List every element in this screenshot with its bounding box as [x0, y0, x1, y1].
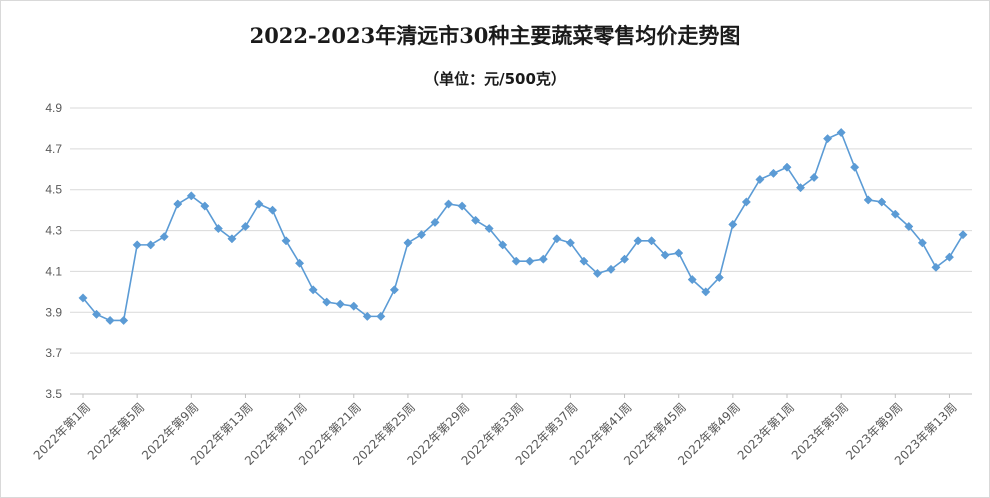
- y-tick-label: 3.5: [45, 387, 62, 401]
- data-point: [931, 262, 941, 272]
- y-tick-label: 4.3: [45, 224, 62, 238]
- data-point: [741, 197, 751, 207]
- data-point: [376, 311, 386, 321]
- data-point: [728, 219, 738, 229]
- data-point: [173, 199, 183, 209]
- data-point: [565, 238, 575, 248]
- x-axis: [70, 393, 972, 398]
- data-point: [267, 205, 278, 215]
- x-tick-label: 2023年第5周: [789, 400, 851, 462]
- data-point: [755, 174, 765, 185]
- data-point: [362, 311, 372, 321]
- y-tick-label: 3.7: [45, 346, 62, 360]
- data-point: [836, 127, 846, 138]
- data-point: [240, 221, 251, 232]
- data-point: [430, 217, 440, 227]
- data-point: [795, 183, 806, 193]
- chart-title: 2022-2023年清远市30种主要蔬菜零售均价走势图: [249, 23, 741, 48]
- data-point: [457, 201, 467, 211]
- gridlines: [70, 107, 972, 354]
- x-tick-label: 2023年第1周: [735, 400, 797, 462]
- series-line-group: [82, 131, 964, 322]
- data-point: [227, 234, 237, 244]
- data-point: [823, 134, 833, 144]
- x-tick-label: 2022年第1周: [31, 400, 93, 462]
- series-line: [82, 131, 964, 322]
- data-point: [592, 268, 603, 279]
- data-point: [647, 236, 657, 246]
- data-point: [403, 238, 413, 248]
- data-point: [349, 301, 359, 311]
- y-tick-label: 4.1: [45, 264, 62, 278]
- data-point: [91, 309, 102, 319]
- data-point: [687, 275, 697, 285]
- data-point: [579, 256, 589, 266]
- data-point: [105, 315, 115, 326]
- data-point: [484, 223, 494, 234]
- y-tick-label: 4.5: [45, 183, 62, 197]
- y-tick-label: 4.9: [45, 101, 62, 115]
- data-point: [146, 240, 156, 250]
- data-point: [254, 199, 264, 209]
- x-axis-tick-labels: 2022年第1周2022年第5周2022年第9周2022年第13周2022年第1…: [31, 400, 960, 468]
- data-point: [674, 248, 684, 258]
- data-point: [78, 293, 88, 303]
- data-point: [863, 195, 873, 205]
- data-point: [538, 254, 548, 264]
- y-tick-label: 3.9: [45, 305, 62, 319]
- y-tick-label: 4.7: [45, 142, 62, 156]
- data-point: [389, 285, 399, 295]
- data-point: [308, 285, 318, 295]
- data-point: [958, 230, 968, 240]
- data-point: [660, 250, 670, 260]
- data-point: [119, 315, 129, 326]
- chart-subtitle: （单位：元/500克）: [424, 70, 566, 88]
- data-point: [132, 240, 142, 250]
- data-point: [186, 191, 196, 201]
- data-point: [471, 215, 481, 225]
- data-point: [525, 256, 535, 266]
- data-point: [159, 232, 169, 242]
- data-point: [416, 230, 427, 240]
- data-point: [335, 299, 345, 309]
- data-point: [281, 236, 291, 246]
- data-point: [322, 297, 332, 307]
- data-point: [877, 197, 887, 207]
- data-point: [701, 287, 711, 297]
- data-point: [714, 273, 724, 283]
- data-point: [498, 240, 508, 250]
- data-point: [944, 252, 955, 262]
- data-point: [904, 221, 914, 232]
- data-point: [809, 172, 819, 183]
- data-point: [213, 223, 223, 234]
- data-point: [890, 209, 900, 219]
- data-point: [606, 264, 616, 274]
- data-point: [768, 168, 779, 178]
- data-point: [850, 162, 860, 172]
- data-point: [917, 238, 927, 248]
- data-point: [782, 162, 792, 172]
- data-point: [633, 236, 643, 246]
- data-point: [295, 258, 305, 268]
- x-tick-label: 2022年第5周: [85, 400, 147, 462]
- data-point: [200, 201, 210, 211]
- data-point: [619, 254, 630, 264]
- data-point: [552, 234, 562, 244]
- data-markers: [78, 127, 968, 326]
- data-point: [443, 199, 454, 209]
- y-axis-tick-labels: 3.5 3.7 3.9 4.1 4.3 4.5 4.7 4.9: [45, 101, 62, 401]
- data-point: [511, 256, 521, 266]
